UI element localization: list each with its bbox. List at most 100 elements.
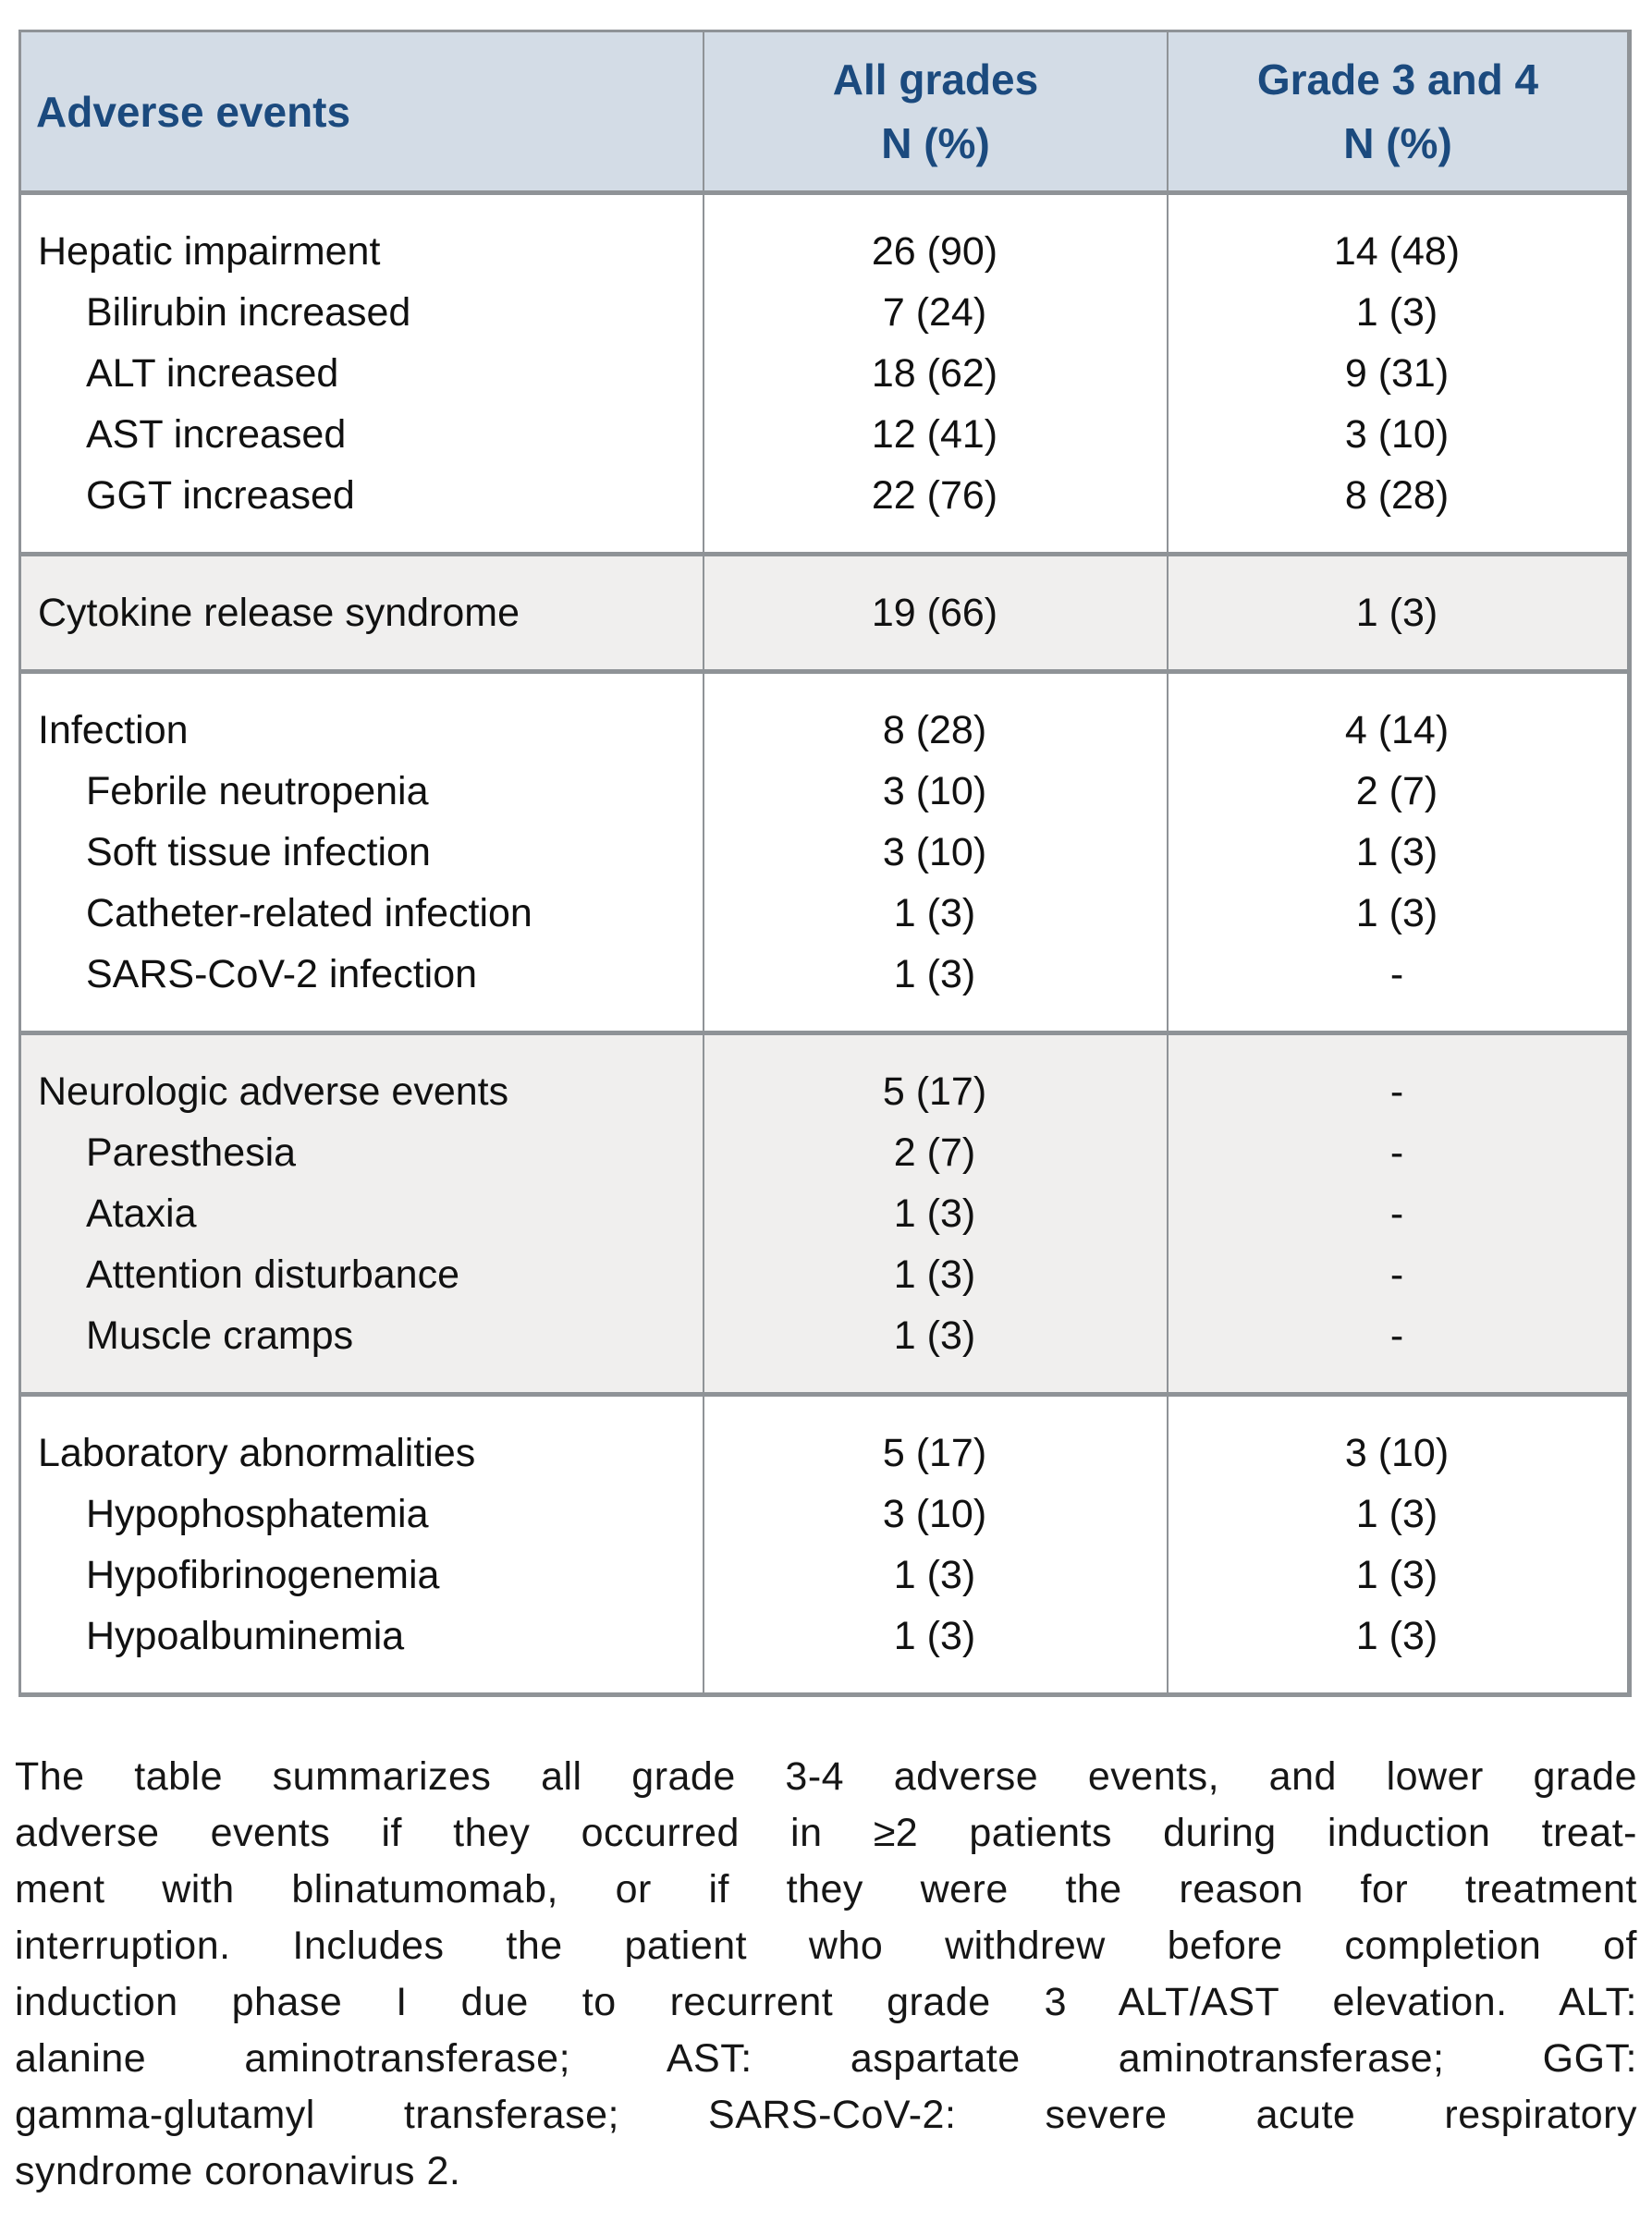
adverse-events-table: Adverse events All grades N (%) Grade 3 … [18, 30, 1632, 1697]
all-grades-value: 26 (90) [871, 228, 998, 274]
row-label: Bilirubin increased [86, 289, 411, 335]
grade-3-4-value: 14 (48) [1333, 228, 1461, 274]
grade-3-4-value: 3 (10) [1344, 1430, 1450, 1475]
table-row: Muscle cramps 1 (3) - [21, 1305, 1627, 1366]
all-grades-value: 3 (10) [882, 1491, 987, 1536]
table-row: Hypofibrinogenemia 1 (3) 1 (3) [21, 1545, 1627, 1606]
table-section: Infection 8 (28) 4 (14) Febrile neutropenia… [21, 669, 1627, 1031]
all-grades-value: 19 (66) [871, 590, 998, 635]
all-grades-value: 3 (10) [882, 829, 987, 874]
header-all-grades-line2: N (%) [881, 118, 990, 167]
header-all-grades-line1: All grades [832, 55, 1039, 104]
row-label: Hypoalbuminemia [86, 1613, 405, 1658]
row-label: Febrile neutropenia [86, 768, 429, 813]
column-divider-1 [703, 195, 704, 1692]
all-grades-value: 1 (3) [893, 1552, 976, 1597]
row-label: Ataxia [86, 1191, 197, 1236]
footnote-line: ment with blinatumomab, or if they were … [15, 1867, 1637, 1912]
footnote-line: gamma-glutamyl transferase; SARS-CoV-2: … [15, 2093, 1637, 2137]
grade-3-4-value: 8 (28) [1344, 472, 1450, 518]
grade-3-4-value: 1 (3) [1355, 890, 1438, 935]
row-label: Hypophosphatemia [86, 1491, 429, 1536]
footnote-line: induction phase I due to recurrent grade… [15, 1980, 1637, 2024]
table-row: Ataxia 1 (3) - [21, 1183, 1627, 1244]
row-label: Catheter-related infection [86, 890, 532, 935]
all-grades-value: 1 (3) [893, 1313, 976, 1358]
grade-3-4-value: 1 (3) [1355, 1552, 1438, 1597]
footnote-line: adverse events if they occurred in ≥2 pa… [15, 1811, 1637, 1855]
all-grades-value: 1 (3) [893, 1191, 976, 1236]
table-row: ALT increased 18 (62) 9 (31) [21, 343, 1627, 404]
table-body: Hepatic impairment 26 (90) 14 (48) Bilirubi… [21, 195, 1627, 1692]
footnote-line: syndrome coronavirus 2. [15, 2149, 461, 2193]
row-label: Cytokine release syndrome [38, 590, 520, 635]
row-label: Muscle cramps [86, 1313, 354, 1358]
grade-3-4-value: 1 (3) [1355, 829, 1438, 874]
table-row: Hypoalbuminemia 1 (3) 1 (3) [21, 1606, 1627, 1667]
all-grades-value: 1 (3) [893, 1252, 976, 1297]
grade-3-4-value: - [1389, 1069, 1404, 1114]
table-row: SARS-CoV-2 infection 1 (3) - [21, 944, 1627, 1005]
header-all-grades: All grades N (%) [704, 32, 1169, 190]
table-row: Febrile neutropenia 3 (10) 2 (7) [21, 761, 1627, 822]
table-header-row: Adverse events All grades N (%) Grade 3 … [21, 32, 1627, 195]
grade-3-4-value: - [1389, 1191, 1404, 1236]
table-row: Cytokine release syndrome 19 (66) 1 (3) [21, 582, 1627, 643]
row-label: Laboratory abnormalities [38, 1430, 476, 1475]
grade-3-4-value: 1 (3) [1355, 289, 1438, 335]
all-grades-value: 2 (7) [893, 1130, 976, 1175]
table-row: AST increased 12 (41) 3 (10) [21, 404, 1627, 465]
table-row: Soft tissue infection 3 (10) 1 (3) [21, 822, 1627, 883]
row-label: Attention disturbance [86, 1252, 459, 1297]
table-section: Hepatic impairment 26 (90) 14 (48) Bilirubi… [21, 195, 1627, 552]
column-divider-2 [1167, 195, 1169, 1692]
all-grades-value: 18 (62) [871, 350, 998, 396]
table-row: Catheter-related infection 1 (3) 1 (3) [21, 883, 1627, 944]
grade-3-4-value: - [1389, 951, 1404, 996]
all-grades-value: 3 (10) [882, 768, 987, 813]
all-grades-value: 1 (3) [893, 1613, 976, 1658]
row-label: Paresthesia [86, 1130, 297, 1175]
table-row: Bilirubin increased 7 (24) 1 (3) [21, 282, 1627, 343]
grade-3-4-value: 3 (10) [1344, 411, 1450, 457]
table-row: GGT increased 22 (76) 8 (28) [21, 465, 1627, 526]
all-grades-value: 1 (3) [893, 951, 976, 996]
footnote-line: alanine aminotransferase; AST: aspartate… [15, 2036, 1637, 2081]
row-label: ALT increased [86, 350, 339, 396]
row-label: Soft tissue infection [86, 829, 431, 874]
grade-3-4-value: 9 (31) [1344, 350, 1450, 396]
row-label: Neurologic adverse events [38, 1069, 509, 1114]
footnote-line: interruption. Includes the patient who w… [15, 1924, 1637, 1968]
row-label: Hypofibrinogenemia [86, 1552, 440, 1597]
header-grade-3-and-4-line2: N (%) [1343, 118, 1452, 167]
table-row: Attention disturbance 1 (3) - [21, 1244, 1627, 1305]
grade-3-4-value: 1 (3) [1355, 590, 1438, 635]
table-section: Laboratory abnormalities 5 (17) 3 (10) Hypo… [21, 1392, 1627, 1692]
row-label: GGT increased [86, 472, 355, 518]
table-row: Laboratory abnormalities 5 (17) 3 (10) [21, 1423, 1627, 1484]
grade-3-4-value: - [1389, 1130, 1404, 1175]
table-row: Hepatic impairment 26 (90) 14 (48) [21, 221, 1627, 282]
table-footnote: The table summarizes all grade 3-4 adver… [15, 1749, 1637, 2200]
table-row: Infection 8 (28) 4 (14) [21, 700, 1627, 761]
grade-3-4-value: 4 (14) [1344, 707, 1450, 752]
row-label: AST increased [86, 411, 347, 457]
table-section: Neurologic adverse events 5 (17) - Paresthe… [21, 1031, 1627, 1392]
grade-3-4-value: - [1389, 1252, 1404, 1297]
table-row: Neurologic adverse events 5 (17) - [21, 1061, 1627, 1122]
table-row: Hypophosphatemia 3 (10) 1 (3) [21, 1484, 1627, 1545]
all-grades-value: 7 (24) [882, 289, 987, 335]
all-grades-value: 5 (17) [882, 1069, 987, 1114]
footnote-line: The table summarizes all grade 3-4 adver… [15, 1754, 1637, 1799]
all-grades-value: 1 (3) [893, 890, 976, 935]
grade-3-4-value: 1 (3) [1355, 1613, 1438, 1658]
header-adverse-events: Adverse events [21, 32, 704, 190]
all-grades-value: 5 (17) [882, 1430, 987, 1475]
all-grades-value: 22 (76) [871, 472, 998, 518]
table-section: Cytokine release syndrome 19 (66) 1 (3) [21, 552, 1627, 669]
header-grade-3-and-4-line1: Grade 3 and 4 [1256, 55, 1539, 104]
row-label: Hepatic impairment [38, 228, 381, 274]
row-label: SARS-CoV-2 infection [86, 951, 478, 996]
grade-3-4-value: 2 (7) [1355, 768, 1438, 813]
